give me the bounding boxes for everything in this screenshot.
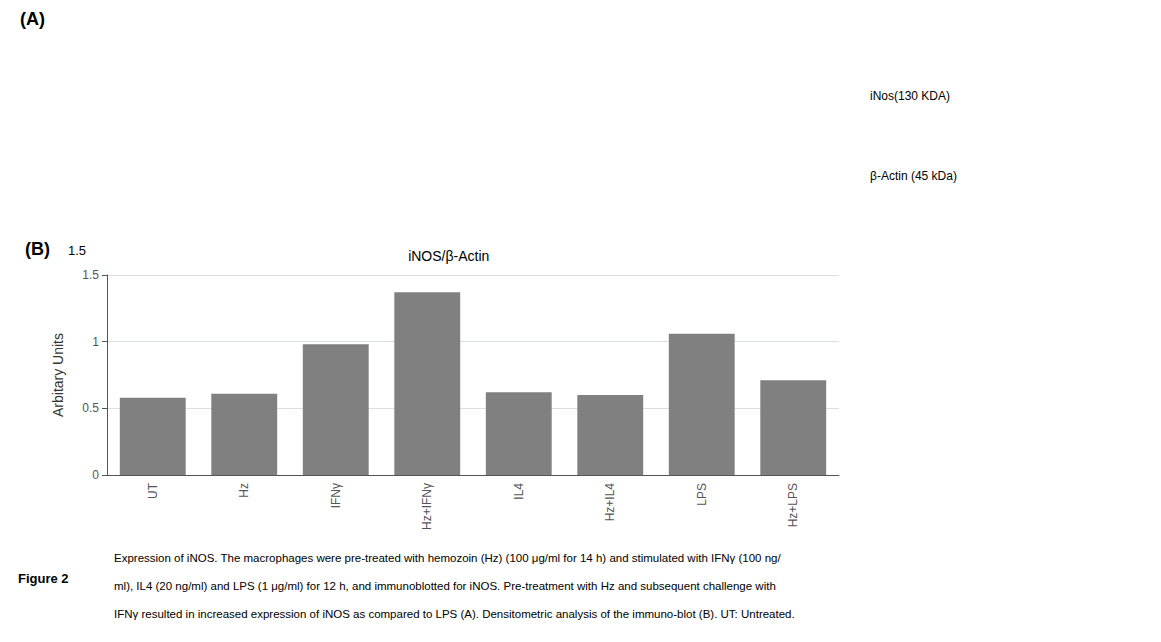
svg-text:Hz+LPS: Hz+LPS: [786, 483, 800, 527]
svg-text:Arbitary Units: Arbitary Units: [50, 333, 66, 417]
svg-text:iNOS/β-Actin: iNOS/β-Actin: [408, 248, 489, 264]
svg-text:UT: UT: [146, 482, 160, 499]
svg-text:Hz: Hz: [237, 483, 251, 498]
svg-text:IL4: IL4: [512, 483, 526, 500]
svg-text:LPS: LPS: [695, 483, 709, 506]
svg-text:1.5: 1.5: [68, 243, 86, 258]
svg-text:ml), IL4 (20 ng/ml) and LPS (1: ml), IL4 (20 ng/ml) and LPS (1 μg/ml) fo…: [114, 580, 776, 592]
svg-text:0: 0: [92, 468, 99, 482]
svg-text:1: 1: [92, 335, 99, 349]
svg-text:IFNγ: IFNγ: [329, 483, 343, 508]
svg-text:1.5: 1.5: [82, 268, 99, 282]
svg-text:Figure 2: Figure 2: [18, 571, 69, 586]
svg-text:(B): (B): [25, 239, 50, 259]
svg-text:Expression of iNOS. The macrop: Expression of iNOS. The macrophages were…: [114, 552, 781, 564]
svg-text:0.5: 0.5: [82, 401, 99, 415]
svg-text:β-Actin (45 kDa): β-Actin (45 kDa): [870, 169, 957, 183]
svg-text:IFNγ resulted in increased exp: IFNγ resulted in increased expression of…: [114, 608, 795, 620]
svg-text:iNos(130 KDA): iNos(130 KDA): [870, 89, 950, 103]
svg-text:Hz+IFNγ: Hz+IFNγ: [420, 483, 434, 530]
svg-text:(A): (A): [20, 9, 45, 29]
svg-text:Hz+IL4: Hz+IL4: [603, 483, 617, 522]
